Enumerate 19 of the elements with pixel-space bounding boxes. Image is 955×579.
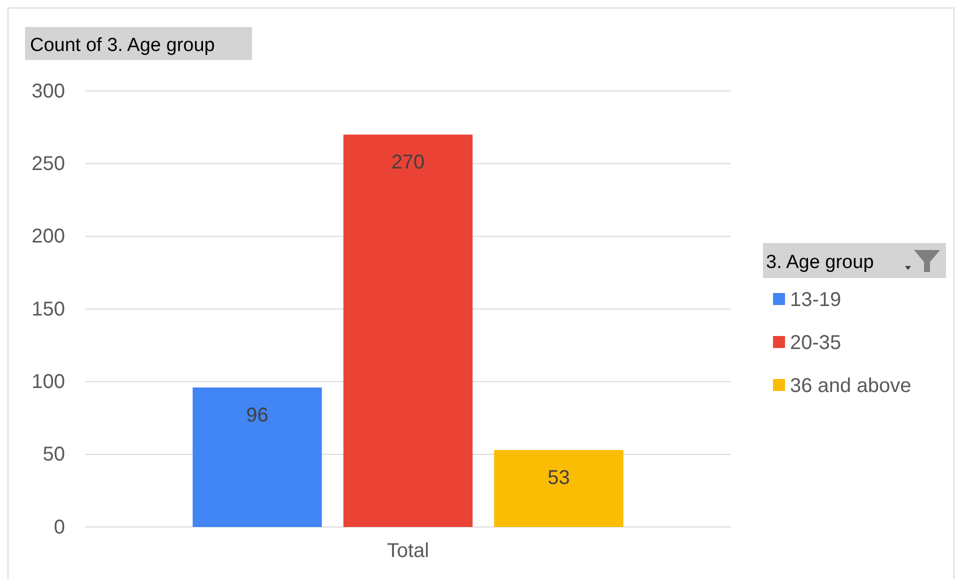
y-tick-label: 100	[32, 371, 65, 394]
y-tick-label: 150	[32, 298, 65, 320]
bar	[494, 450, 624, 527]
y-tick-label: 50	[42, 444, 65, 466]
data-label: 96	[246, 404, 268, 426]
legend-label: 13-19	[790, 289, 842, 311]
bar	[192, 387, 322, 527]
legend-label: 20-35	[790, 332, 842, 354]
bar	[343, 134, 473, 527]
legend-title: 3. Age group	[766, 252, 874, 273]
y-tick-label: 250	[32, 153, 65, 176]
y-tick-label: 0	[54, 516, 65, 538]
x-tick-label: Total	[386, 540, 430, 562]
legend-label: 36 and above	[790, 375, 912, 397]
data-label: 53	[548, 466, 570, 489]
y-tick-label: 200	[32, 226, 65, 248]
chart-title: Count of 3. Age group	[30, 35, 215, 56]
data-label: 270	[391, 152, 425, 174]
y-tick-label: 300	[32, 80, 65, 102]
